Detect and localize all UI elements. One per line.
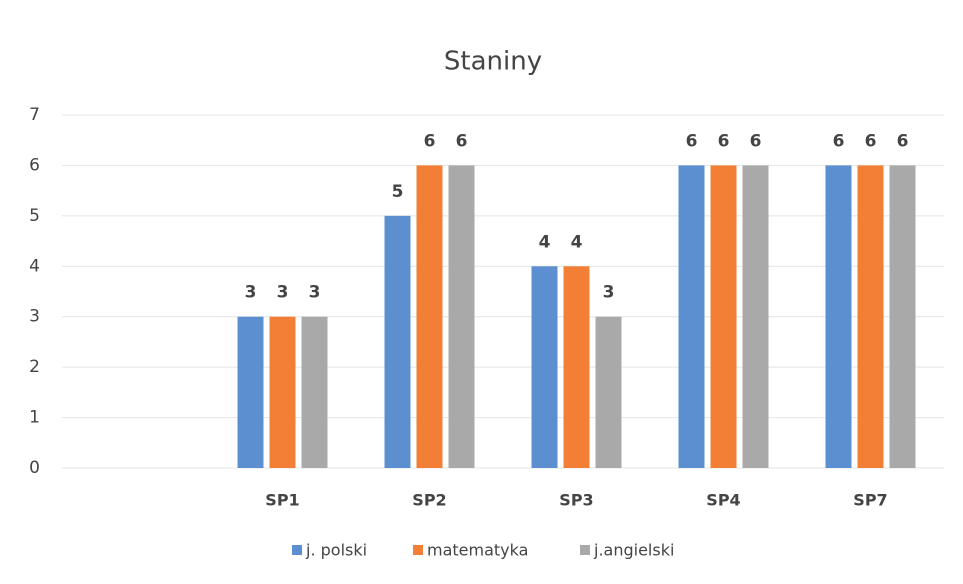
data-label: 3: [603, 283, 615, 303]
legend-label: j. polski: [305, 541, 367, 560]
data-label: 6: [718, 131, 730, 151]
bar: [889, 165, 916, 468]
y-tick-label: 1: [29, 408, 40, 428]
bar: [857, 165, 884, 468]
bar: [416, 165, 443, 468]
data-label: 4: [571, 232, 583, 252]
data-label: 6: [865, 131, 877, 151]
x-tick-label: SP7: [853, 491, 887, 510]
legend-swatch: [413, 545, 423, 555]
legend-label: j.angielski: [593, 541, 674, 560]
x-tick-label: SP3: [559, 491, 593, 510]
data-label: 6: [424, 131, 436, 151]
bar: [825, 165, 852, 468]
bar: [595, 316, 622, 468]
y-tick-label: 2: [29, 357, 40, 377]
y-tick-label: 4: [29, 256, 40, 276]
y-tick-label: 3: [29, 307, 40, 327]
data-label: 6: [456, 131, 468, 151]
bar: [384, 215, 411, 468]
x-tick-label: SP2: [412, 491, 446, 510]
chart-title: Staniny: [444, 47, 542, 77]
y-tick-label: 0: [29, 458, 40, 478]
legend-swatch: [580, 545, 590, 555]
data-label: 3: [309, 283, 321, 303]
legend-label: matematyka: [427, 541, 528, 560]
data-label: 3: [245, 283, 257, 303]
data-label: 6: [833, 131, 845, 151]
data-label: 3: [277, 283, 289, 303]
bar: [742, 165, 769, 468]
bar: [301, 316, 328, 468]
data-label: 6: [897, 131, 909, 151]
data-label: 5: [392, 182, 404, 202]
bar: [237, 316, 264, 468]
bar: [710, 165, 737, 468]
y-tick-label: 5: [29, 206, 40, 226]
x-tick-label: SP4: [706, 491, 740, 510]
bar: [531, 266, 558, 468]
legend-swatch: [292, 545, 302, 555]
y-tick-label: 6: [29, 155, 40, 175]
bar: [678, 165, 705, 468]
bar: [563, 266, 590, 468]
x-tick-label: SP1: [265, 491, 299, 510]
bar: [269, 316, 296, 468]
data-label: 6: [686, 131, 698, 151]
bar: [448, 165, 475, 468]
data-label: 4: [539, 232, 551, 252]
y-tick-label: 7: [29, 105, 40, 125]
data-label: 6: [750, 131, 762, 151]
